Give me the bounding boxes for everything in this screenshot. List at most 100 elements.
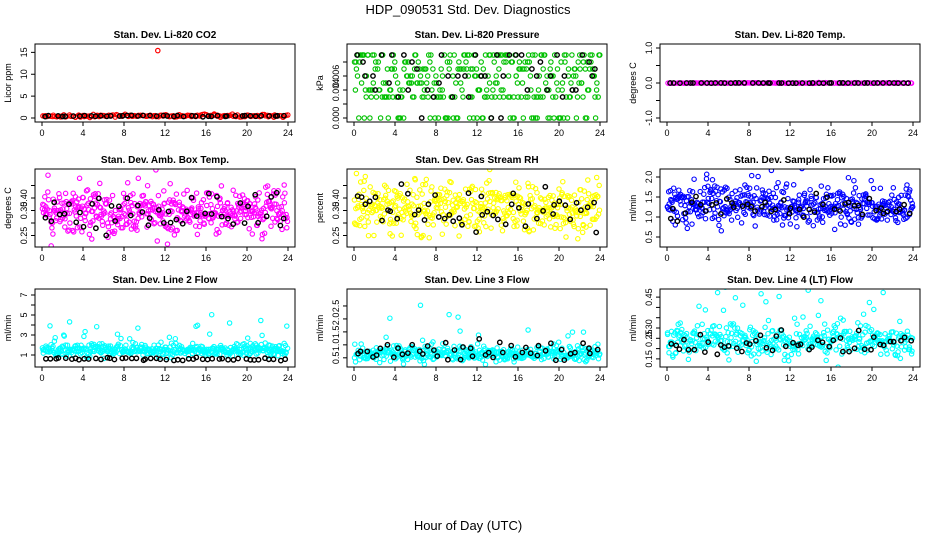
data-point-all xyxy=(172,335,179,342)
data-point-all xyxy=(469,66,476,72)
data-point-all xyxy=(867,212,873,218)
data-point-hourly xyxy=(796,206,803,213)
data-point-all xyxy=(529,195,536,202)
data-point-hourly xyxy=(146,215,153,222)
y-axis: 1 3 5 7 xyxy=(19,292,35,358)
data-point-all xyxy=(482,361,489,367)
data-point-all xyxy=(534,189,540,196)
data-point-all xyxy=(711,323,717,329)
data-point-hourly xyxy=(465,94,472,100)
data-point-all xyxy=(670,185,677,191)
data-point-all xyxy=(868,76,872,80)
data-point-all xyxy=(437,87,443,93)
data-point-hourly xyxy=(173,216,180,223)
data-point-all xyxy=(246,226,252,232)
data-point-hourly xyxy=(119,355,126,362)
data-point-all xyxy=(576,357,582,364)
data-point-hourly xyxy=(218,213,225,220)
data-point-all xyxy=(708,195,715,202)
data-point-all xyxy=(577,213,584,220)
data-point-all xyxy=(732,295,739,301)
data-point-hourly xyxy=(418,115,425,121)
data-point-hourly xyxy=(362,201,369,208)
data-point-all xyxy=(683,220,689,226)
data-point-all xyxy=(821,321,828,327)
data-point-hourly xyxy=(757,332,764,339)
data-point-all xyxy=(412,52,419,58)
y-tick-label: 1 xyxy=(19,352,29,357)
data-point-hourly xyxy=(185,355,192,362)
data-point-all xyxy=(420,66,426,72)
data-point-all xyxy=(281,200,288,206)
x-axis: 0 4 8 12 16 20 24 xyxy=(664,122,918,138)
data-point-all xyxy=(144,182,151,189)
data-point-outlier xyxy=(155,47,161,54)
data-point-all xyxy=(99,222,106,229)
data-point-all xyxy=(514,80,521,86)
data-point-hourly xyxy=(749,80,756,86)
data-point-hourly xyxy=(739,203,746,210)
data-point-all xyxy=(691,176,697,182)
data-point-hourly xyxy=(459,221,465,228)
data-point-hourly xyxy=(556,198,563,205)
data-point-all xyxy=(362,223,368,230)
y-tick-label: 0.25 xyxy=(331,227,341,245)
data-point-all xyxy=(398,232,404,239)
data-point-all xyxy=(448,179,454,186)
data-point-hourly xyxy=(778,80,785,86)
data-point-hourly xyxy=(179,220,186,227)
data-point-all xyxy=(423,176,430,183)
data-point-all xyxy=(486,80,493,86)
data-point-all xyxy=(589,52,595,58)
data-point-all xyxy=(469,94,475,100)
data-point-all xyxy=(152,220,158,226)
data-point-hourly xyxy=(689,199,695,206)
data-point-all xyxy=(847,328,853,335)
data-point-all xyxy=(455,314,461,320)
data-point-all xyxy=(477,350,484,357)
data-point-all xyxy=(137,112,144,119)
data-point-all xyxy=(540,66,546,72)
data-point-all xyxy=(406,80,413,86)
data-point-all xyxy=(761,337,767,344)
data-point-hourly xyxy=(790,339,796,346)
data-point-all xyxy=(194,322,201,329)
data-point-all xyxy=(547,66,553,72)
data-point-all xyxy=(430,222,437,228)
data-point-all xyxy=(818,297,824,304)
data-point-hourly xyxy=(394,215,401,222)
data-point-all xyxy=(446,311,452,318)
x-tick-label: 0 xyxy=(351,373,356,383)
data-point-all xyxy=(464,201,470,208)
data-point-all xyxy=(804,199,811,205)
data-point-all xyxy=(466,52,472,58)
data-point-all xyxy=(471,205,478,212)
data-point-all xyxy=(824,327,831,333)
data-point-all xyxy=(418,80,425,86)
data-point-all xyxy=(222,207,228,214)
data-point-hourly xyxy=(697,201,704,208)
data-point-all xyxy=(358,80,365,86)
data-point-all xyxy=(482,94,488,100)
data-point-all xyxy=(687,275,691,279)
data-point-all xyxy=(373,94,380,100)
data-point-hourly xyxy=(494,216,501,223)
y-tick-label: 0 xyxy=(19,115,29,120)
data-point-hourly xyxy=(763,344,770,351)
data-point-hourly xyxy=(855,202,862,209)
data-point-all xyxy=(738,342,744,348)
data-point-all xyxy=(716,323,723,330)
data-point-hourly xyxy=(255,219,262,226)
data-point-hourly xyxy=(744,201,751,208)
data-point-all xyxy=(105,223,112,230)
data-point-all xyxy=(397,190,403,197)
data-point-hourly xyxy=(884,208,891,215)
data-point-hourly xyxy=(594,346,601,353)
data-point-all xyxy=(542,80,549,86)
data-point-all xyxy=(276,342,283,349)
data-point-hourly xyxy=(153,113,160,120)
data-point-hourly xyxy=(225,215,231,222)
data-point-hourly xyxy=(378,52,385,58)
data-point-all xyxy=(688,340,695,347)
data-point-hourly xyxy=(887,338,894,345)
